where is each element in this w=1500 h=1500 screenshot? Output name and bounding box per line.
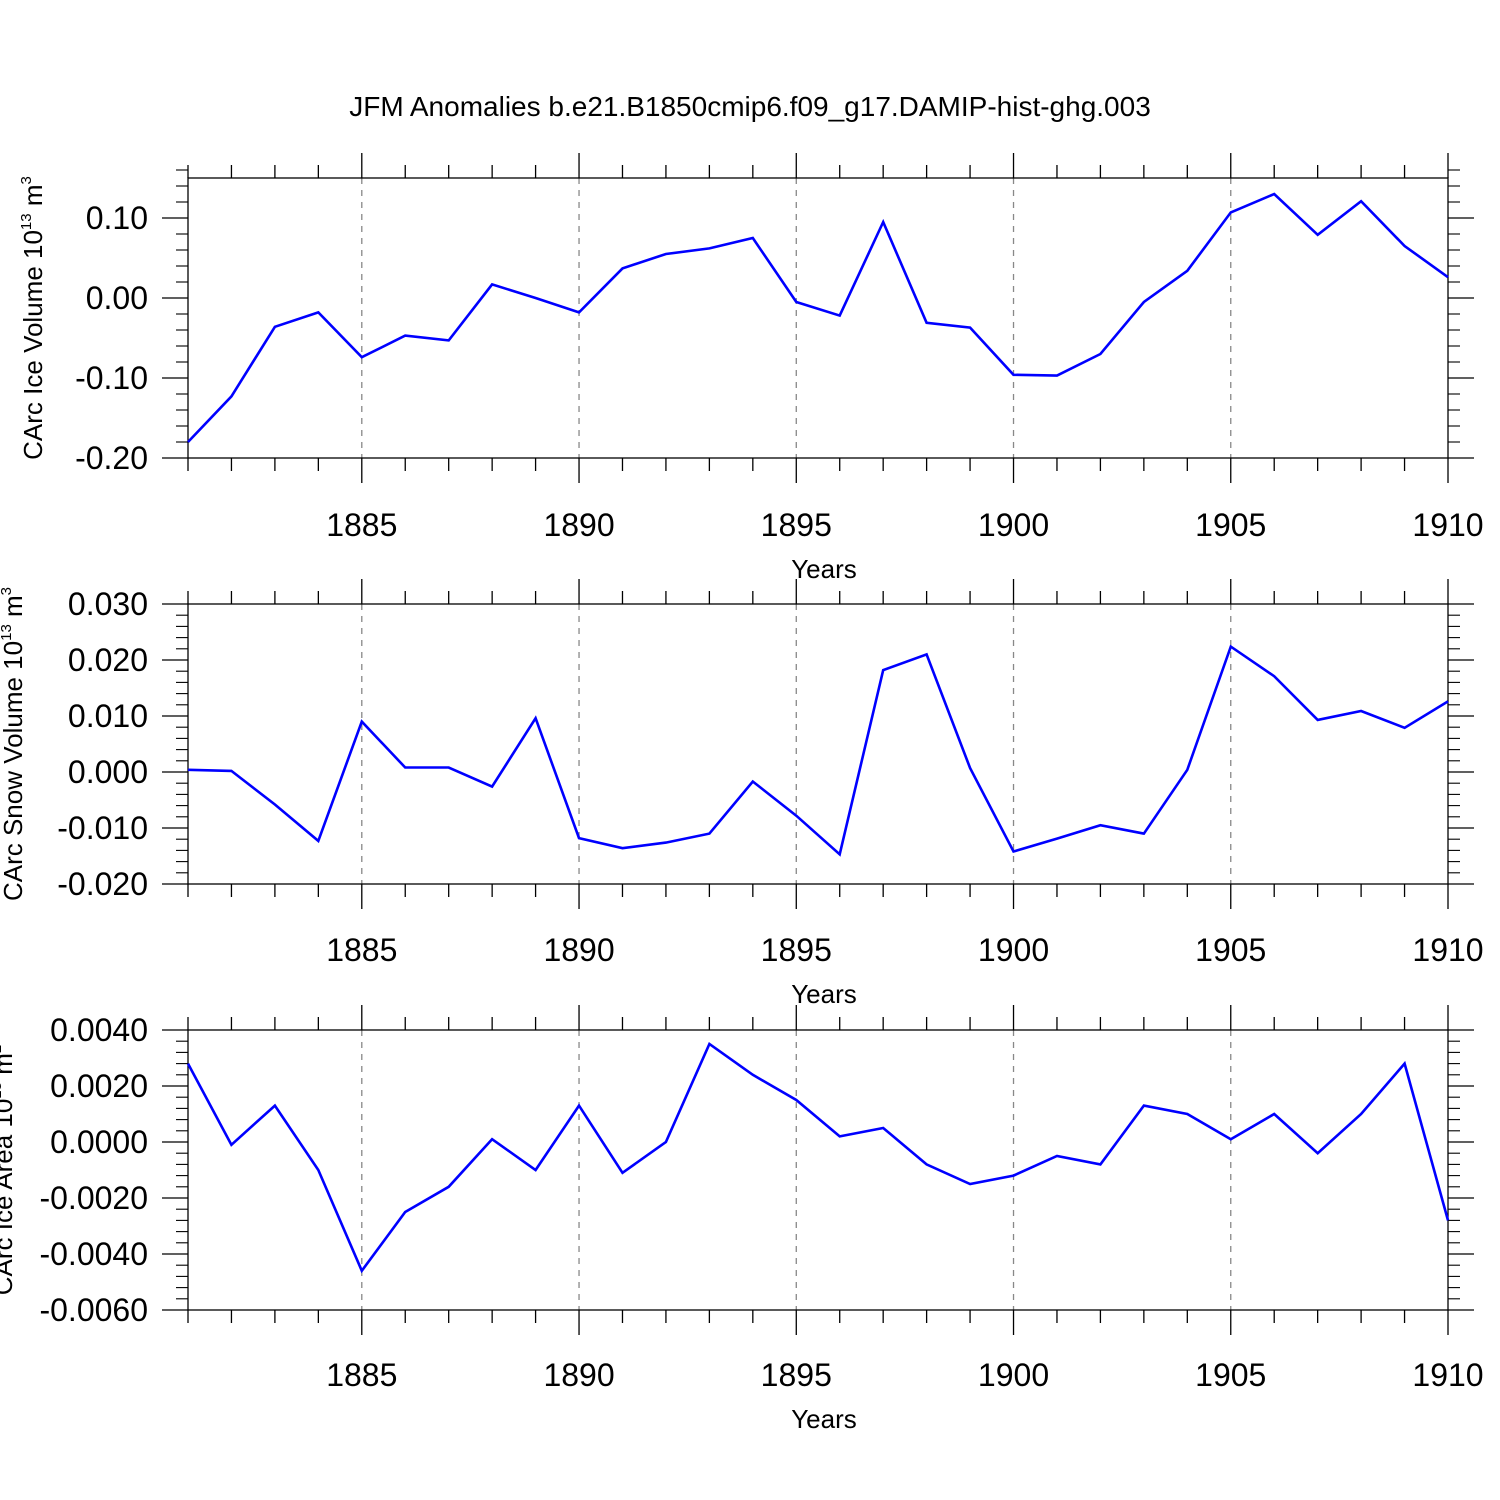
x-tick-label: 1895 xyxy=(761,932,832,968)
y-axis-title-unit-exponent: 3 xyxy=(18,176,35,184)
y-tick-label: 0.0020 xyxy=(50,1068,148,1104)
y-tick-label: -0.0060 xyxy=(39,1292,148,1328)
plot-frame xyxy=(187,1029,1449,1311)
y-axis-title-exponent: 13 xyxy=(0,624,15,641)
x-tick-label: 1885 xyxy=(326,1357,397,1393)
y-tick-label: 0.020 xyxy=(68,642,148,678)
y-tick-label: 0.10 xyxy=(86,200,148,236)
y-tick-label: 0.00 xyxy=(86,280,148,316)
plot-frame xyxy=(187,177,1449,459)
y-axis-title-text: CArc Snow Volume 10 xyxy=(0,641,28,901)
x-axis-title: Years xyxy=(791,1404,857,1434)
x-tick-label: 1885 xyxy=(326,932,397,968)
series-line xyxy=(186,1042,1450,1274)
series-line xyxy=(187,192,1449,443)
y-axis-title-unit: m xyxy=(0,595,28,624)
x-tick-label: 1895 xyxy=(761,507,832,543)
y-axis-title-unit-exponent: 2 xyxy=(0,1045,5,1053)
x-tick-label: 1890 xyxy=(543,507,614,543)
x-axis-title: Years xyxy=(791,979,857,1009)
y-tick-label: 0.000 xyxy=(68,754,148,790)
series-line xyxy=(187,644,1449,857)
x-tick-label: 1900 xyxy=(978,1357,1049,1393)
x-axis-title: Years xyxy=(791,554,857,584)
y-tick-label: 0.0000 xyxy=(50,1124,148,1160)
y-axis-title: CArc Snow Volume 1013 m3 xyxy=(0,587,28,901)
y-tick-label: 0.0040 xyxy=(50,1012,148,1048)
y-tick-label: -0.10 xyxy=(75,360,148,396)
chart-title: JFM Anomalies b.e21.B1850cmip6.f09_g17.D… xyxy=(349,91,1151,122)
y-tick-label: -0.20 xyxy=(75,440,148,476)
plot-panel: -0.20 -0.10 0.00 0.10 1885 1890 1895 1900 1905 19… xyxy=(18,153,1484,584)
x-tick-label: 1885 xyxy=(326,507,397,543)
y-axis-title-exponent: 13 xyxy=(0,1082,5,1099)
y-tick-label: -0.020 xyxy=(57,866,148,902)
y-axis-title-unit-exponent: 3 xyxy=(0,587,15,595)
y-tick-label: -0.010 xyxy=(57,810,148,846)
x-tick-label: 1905 xyxy=(1195,507,1266,543)
y-axis-title-text: CArc Ice Area 10 xyxy=(0,1099,18,1296)
y-axis-title-text: CArc Ice Volume 10 xyxy=(18,230,48,460)
y-tick-label: 0.030 xyxy=(68,586,148,622)
x-tick-label: 1900 xyxy=(978,507,1049,543)
plot-panel: -0.020 -0.010 0.000 0.010 0.020 0.030 1885 1890… xyxy=(0,579,1484,1009)
y-axis-title: CArc Ice Area 1013 m2 xyxy=(0,1045,18,1295)
x-tick-label: 1910 xyxy=(1412,1357,1483,1393)
x-tick-label: 1910 xyxy=(1412,507,1483,543)
x-tick-label: 1910 xyxy=(1412,932,1483,968)
x-tick-label: 1890 xyxy=(543,932,614,968)
x-tick-label: 1900 xyxy=(978,932,1049,968)
x-tick-label: 1895 xyxy=(761,1357,832,1393)
x-tick-label: 1890 xyxy=(543,1357,614,1393)
x-tick-label: 1905 xyxy=(1195,932,1266,968)
y-tick-label: -0.0020 xyxy=(39,1180,148,1216)
y-tick-label: -0.0040 xyxy=(39,1236,148,1272)
panels: -0.20 -0.10 0.00 0.10 1885 1890 1895 1900 1905 19… xyxy=(0,153,1484,1434)
y-axis-title-exponent: 13 xyxy=(18,213,35,230)
y-tick-label: 0.010 xyxy=(68,698,148,734)
y-axis-title-unit: m xyxy=(18,184,48,213)
plot-panel: -0.0060 -0.0040 -0.0020 0.0000 0.0020 0.0040 1… xyxy=(0,1005,1484,1434)
y-axis-title: CArc Ice Volume 1013 m3 xyxy=(18,176,48,460)
y-axis-title-unit: m xyxy=(0,1053,18,1082)
x-tick-label: 1905 xyxy=(1195,1357,1266,1393)
plot-frame xyxy=(187,603,1449,885)
